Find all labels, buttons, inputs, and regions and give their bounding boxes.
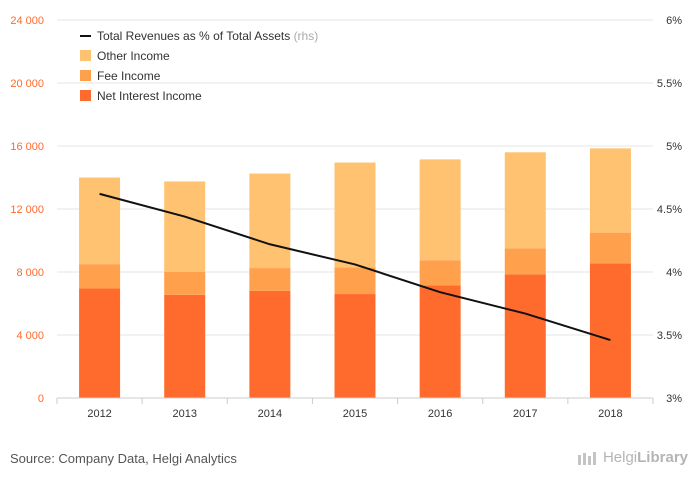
line-total-revenues-pct-assets: [99, 192, 611, 341]
bar-other-income: [79, 177, 121, 265]
y-right-tick-label: 5%: [666, 141, 682, 153]
bar-net-interest-income: [419, 285, 461, 398]
bar-other-income: [334, 162, 376, 268]
source-note: Source: Company Data, Helgi Analytics: [10, 451, 237, 466]
y-left-tick-label: 12 000: [10, 204, 44, 216]
y-right-tick-label: 3%: [666, 393, 682, 405]
bar-other-income: [419, 159, 461, 261]
bar-net-interest-income: [164, 294, 206, 398]
legend-label: Other Income: [97, 49, 170, 63]
bar-fee-income: [419, 260, 461, 286]
y-left-tick-label: 8 000: [16, 267, 44, 279]
legend-swatch: [80, 50, 91, 61]
x-tick-label: 2016: [428, 408, 452, 420]
x-tick-label: 2018: [598, 408, 622, 420]
axes: 0 3% 4 000 3.5% 8 000 4% 12 000 4.5% 16 000 5% 20 …: [10, 15, 682, 420]
bars: [79, 148, 631, 398]
bar-net-interest-income: [504, 274, 546, 398]
y-right-tick-label: 4.5%: [657, 204, 682, 216]
legend-swatch: [80, 90, 91, 101]
y-right-tick-label: 5.5%: [657, 78, 682, 90]
legend: Total Revenues as % of Total Assets (rhs…: [80, 29, 318, 103]
bar-fee-income: [249, 268, 291, 291]
bar-other-income: [249, 173, 291, 269]
x-tick-label: 2014: [258, 408, 282, 420]
bar-fee-income: [164, 272, 206, 295]
x-tick-label: 2012: [87, 408, 111, 420]
y-left-tick-label: 16 000: [10, 141, 44, 153]
legend-label: Net Interest Income: [97, 89, 202, 103]
brand-name-regular: Helgi: [602, 449, 638, 466]
bar-other-income: [164, 181, 206, 272]
bar-fee-income: [589, 232, 631, 264]
bar-net-interest-income: [79, 288, 121, 398]
chart: 0 3% 4 000 3.5% 8 000 4% 12 000 4.5% 16 000 5% 20 …: [10, 15, 682, 420]
bar-other-income: [589, 148, 631, 233]
bar-net-interest-income: [589, 263, 631, 398]
y-left-tick-label: 0: [38, 393, 44, 405]
x-tick-label: 2015: [343, 408, 367, 420]
bar-net-interest-income: [249, 290, 291, 398]
y-right-tick-label: 4%: [666, 267, 682, 279]
legend-label-line: Total Revenues as % of Total Assets (rhs…: [97, 29, 318, 43]
brand-name-bold: Library: [637, 449, 688, 466]
y-right-tick-label: 6%: [666, 15, 682, 27]
brand-logo: Helgi Library: [577, 449, 688, 466]
legend-swatch: [80, 70, 91, 81]
legend-label: Fee Income: [97, 69, 161, 83]
bar-fee-income: [504, 248, 546, 275]
bar-fee-income: [334, 267, 376, 295]
y-left-tick-label: 4 000: [16, 330, 44, 342]
y-left-tick-label: 24 000: [10, 15, 44, 27]
y-left-tick-label: 20 000: [10, 78, 44, 90]
x-tick-label: 2017: [513, 408, 537, 420]
bar-net-interest-income: [334, 294, 376, 398]
library-icon: [577, 451, 596, 465]
y-right-tick-label: 3.5%: [657, 330, 682, 342]
bar-fee-income: [79, 264, 121, 289]
bar-other-income: [504, 152, 546, 249]
line-layer: [99, 192, 611, 341]
x-tick-label: 2013: [172, 408, 196, 420]
